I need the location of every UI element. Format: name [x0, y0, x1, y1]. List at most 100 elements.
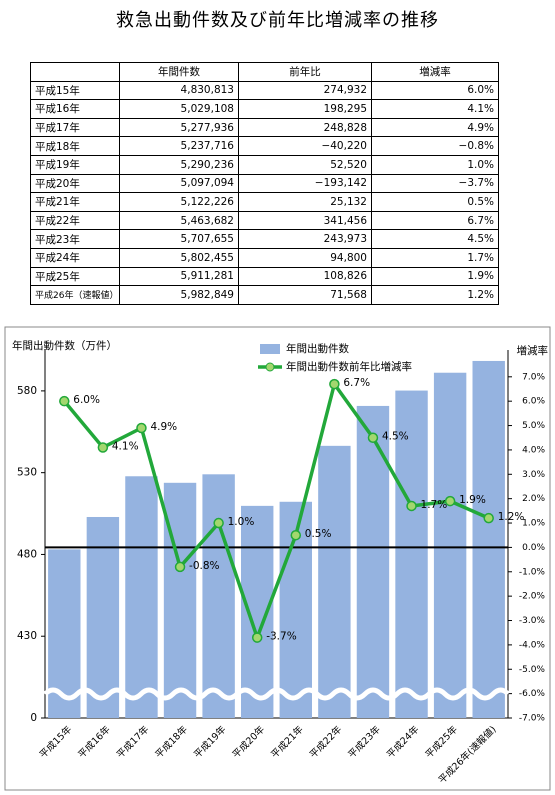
- cell: 5,707,655: [119, 229, 239, 249]
- cell: −3.7%: [371, 173, 499, 194]
- row-label: 平成26年（速報値）: [30, 285, 120, 305]
- header-row: 年間件数 前年比 増減率: [30, 62, 499, 82]
- cell: 0.5%: [371, 192, 499, 212]
- y2-tick-label: -5.0%: [519, 665, 546, 675]
- data-label: 1.2%: [498, 511, 525, 523]
- data-label: -0.8%: [189, 560, 219, 572]
- cell: 1.9%: [371, 266, 499, 287]
- bar: [202, 474, 235, 718]
- row-label: 平成18年: [30, 136, 120, 156]
- marker: [136, 422, 147, 434]
- corner-cell: [30, 62, 120, 82]
- cell: 5,237,716: [119, 136, 239, 156]
- table-row: 平成24年 5,802,455 94,800 1.7%: [30, 247, 499, 268]
- marker: [174, 561, 186, 573]
- marker: [444, 495, 456, 507]
- data-label: 4.9%: [150, 421, 177, 433]
- cell: 6.7%: [371, 210, 499, 231]
- table-row: 平成20年 5,097,094 −193,142 −3.7%: [30, 173, 499, 194]
- data-label: 0.5%: [305, 528, 332, 540]
- cell: 5,029,108: [119, 99, 239, 119]
- bar: [318, 445, 351, 718]
- marker: [483, 512, 494, 524]
- cell: 4,830,813: [119, 80, 239, 101]
- y-tick-label: 530: [17, 467, 37, 479]
- row-label: 平成23年: [30, 229, 120, 249]
- data-label: 6.0%: [73, 394, 100, 406]
- y-axis-title: 年間出動件数（万件）: [12, 339, 117, 352]
- y2-tick-label: 3.0%: [522, 470, 545, 480]
- legend-swatch: [260, 344, 280, 354]
- bar: [395, 390, 428, 718]
- cell: 5,463,682: [119, 210, 239, 231]
- cell: 4.9%: [371, 117, 499, 138]
- y-tick-label: 580: [17, 385, 37, 397]
- page-title: 救急出動件数及び前年比増減率の推移: [116, 10, 439, 31]
- axis-break: [43, 687, 510, 701]
- table-row: 平成16年 5,029,108 198,295 4.1%: [30, 99, 499, 119]
- y2-tick-label: 6.0%: [522, 397, 545, 407]
- y2-tick-label: -3.0%: [519, 616, 546, 626]
- y2-tick-label: 0.0%: [522, 543, 545, 553]
- header-cell: 前年比: [238, 62, 372, 82]
- y2-tick-label: 7.0%: [522, 372, 545, 382]
- table-row: 平成26年（速報値） 5,982,849 71,568 1.2%: [30, 285, 499, 305]
- bar: [125, 476, 158, 718]
- cell: 4.1%: [371, 99, 499, 119]
- y2-axis-title: 増減率: [517, 344, 549, 357]
- cell: 341,456: [238, 210, 372, 231]
- cell: 1.2%: [371, 285, 499, 305]
- bar: [163, 482, 197, 718]
- cell: 5,122,226: [119, 192, 239, 212]
- header-cell: 年間件数: [119, 62, 239, 82]
- marker: [290, 529, 302, 541]
- table-row: 平成17年 5,277,936 248,828 4.9%: [30, 117, 499, 138]
- data-label: 6.7%: [343, 377, 370, 389]
- data-label: 1.9%: [459, 494, 486, 506]
- table-row: 平成18年 5,237,716 −40,220 −0.8%: [30, 136, 499, 156]
- y2-tick-label: -6.0%: [519, 689, 546, 699]
- table-row: 平成25年 5,911,281 108,826 1.9%: [30, 266, 499, 287]
- cell: −0.8%: [371, 136, 499, 156]
- y2-tick-label: -7.0%: [519, 714, 546, 724]
- cell: 1.0%: [371, 154, 499, 175]
- cell: 108,826: [238, 266, 372, 287]
- marker: [59, 395, 70, 407]
- marker: [251, 632, 263, 643]
- cell: 71,568: [238, 285, 372, 305]
- table-row: 平成22年 5,463,682 341,456 6.7%: [30, 210, 499, 231]
- bar: [472, 360, 505, 718]
- marker: [97, 442, 109, 453]
- cell: −40,220: [238, 136, 372, 156]
- y2-tick-label: 1.0%: [522, 519, 545, 529]
- cell: 5,097,094: [119, 173, 239, 194]
- table-row: 平成21年 5,122,226 25,132 0.5%: [30, 192, 499, 212]
- cell: 4.5%: [371, 229, 499, 249]
- y2-tick-label: 2.0%: [522, 494, 545, 504]
- cell: 243,973: [238, 229, 372, 249]
- cell: 1.7%: [371, 247, 499, 268]
- cell: 198,295: [238, 99, 372, 119]
- cell: 6.0%: [371, 80, 499, 101]
- cell: −193,142: [238, 173, 372, 194]
- cell: 5,911,281: [119, 266, 239, 287]
- header-cell: 増減率: [371, 62, 499, 82]
- cell: 248,828: [238, 117, 372, 138]
- y-tick-label: 480: [17, 548, 37, 560]
- data-label: -3.7%: [266, 631, 296, 643]
- legend-label: 年間出動件数: [286, 342, 349, 355]
- legend-marker: [265, 362, 275, 372]
- table-row: 平成23年 5,707,655 243,973 4.5%: [30, 229, 499, 249]
- row-label: 平成21年: [30, 192, 120, 212]
- cell: 52,520: [238, 154, 372, 175]
- row-label: 平成17年: [30, 117, 120, 138]
- y2-tick-label: 5.0%: [522, 421, 545, 431]
- row-label: 平成20年: [30, 173, 120, 194]
- marker: [329, 378, 340, 390]
- table-row: 平成15年 4,830,813 274,932 6.0%: [30, 80, 499, 101]
- data-table: 年間件数 前年比 増減率 平成15年 4,830,813 274,932 6.0% 平成16…: [30, 62, 499, 305]
- chart: 年間出動件数（万件） 増減率 0 430 480 530 580 -7.0% -6.0% -5…: [4, 326, 551, 791]
- row-label: 平成16年: [30, 99, 120, 119]
- y2-tick-label: -2.0%: [519, 592, 546, 602]
